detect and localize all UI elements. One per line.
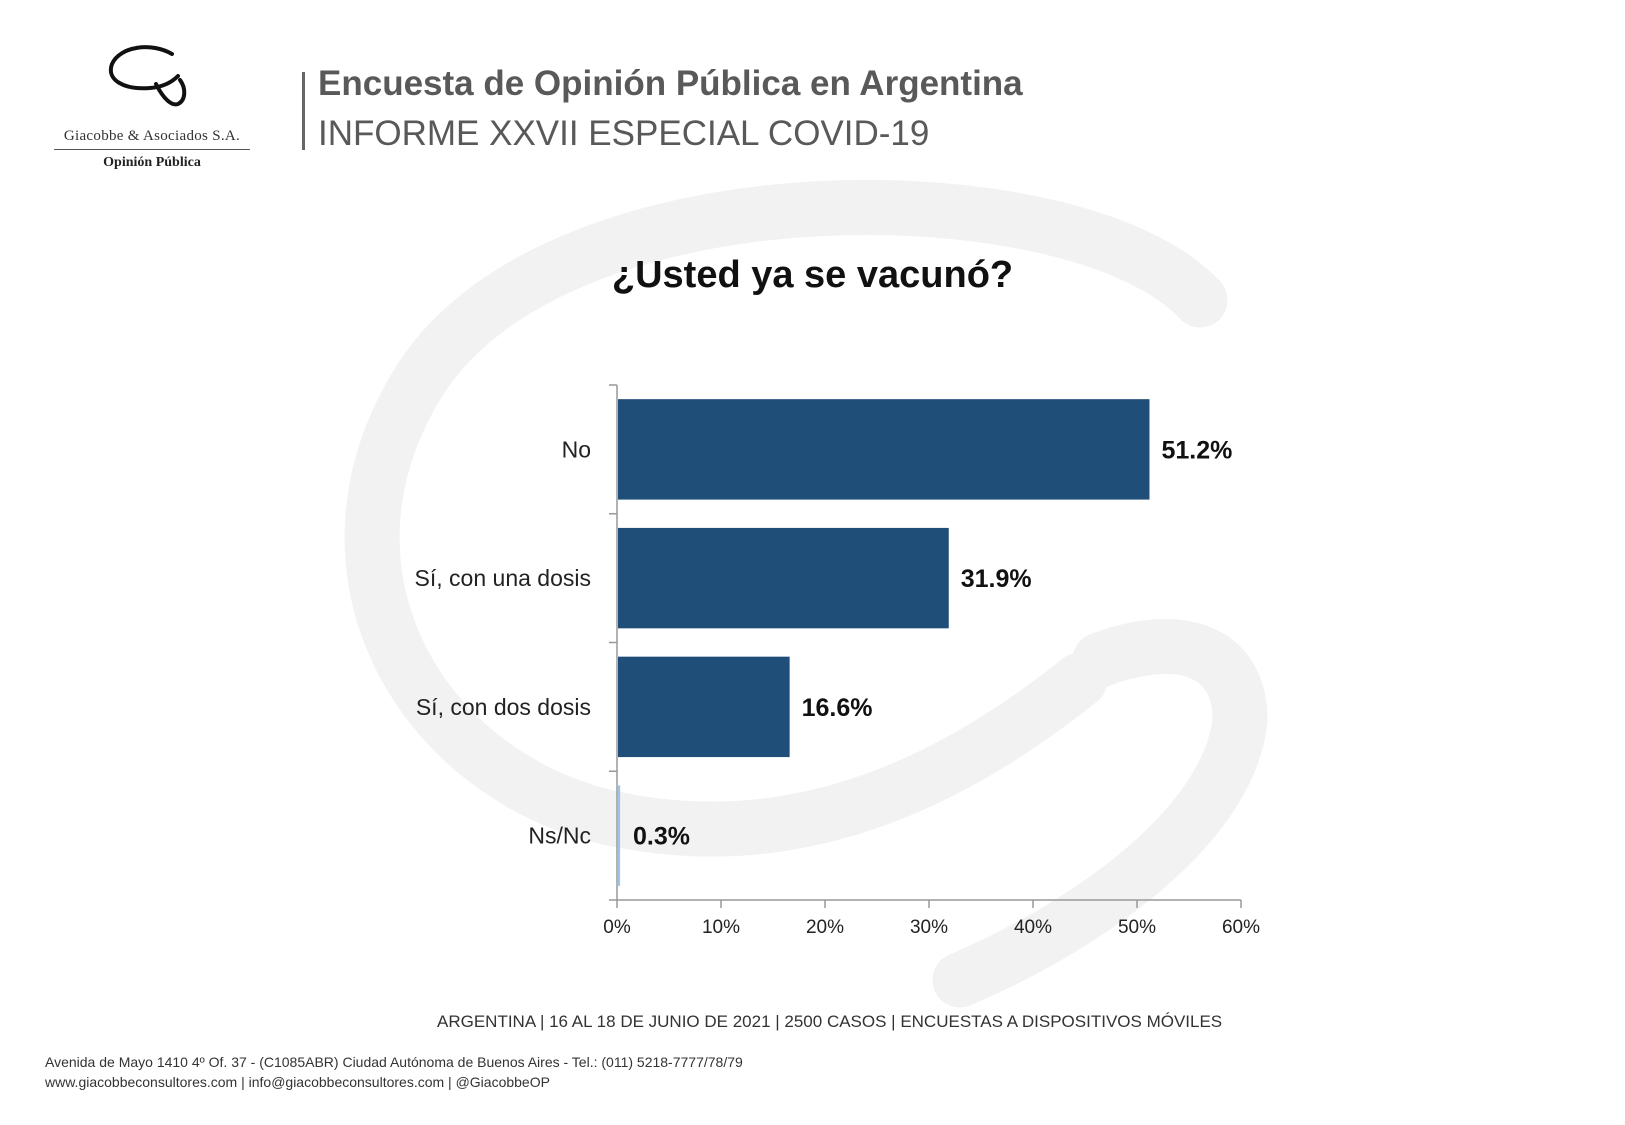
category-label: Sí, con una dosis [415,565,591,591]
x-tick-label: 40% [1014,917,1052,938]
logo-subtitle: Opinión Pública [103,155,201,170]
company-logo: Giacobbe & Asociados S.A. Opinión Públic… [52,40,252,180]
logo-mark-icon [108,45,187,107]
logo-divider [54,149,250,150]
data-label: 16.6% [802,694,873,722]
x-tick-label: 30% [910,917,948,938]
category-label: Ns/Nc [528,823,591,849]
chart-title: ¿Usted ya se vacunó? [611,254,1014,296]
address-line: Avenida de Mayo 1410 4º Of. 37 - (C1085A… [45,1054,743,1070]
category-label: No [562,436,591,462]
bar-1 [618,527,949,629]
bar-3 [618,785,621,886]
header-divider [302,72,305,150]
data-label: 0.3% [633,823,690,851]
category-label: Sí, con dos dosis [416,694,591,720]
logo-firm-name: Giacobbe & Asociados S.A. [63,128,241,144]
data-label: 51.2% [1161,436,1232,464]
data-label: 31.9% [961,565,1032,593]
x-tick-label: 0% [603,917,631,938]
x-tick-label: 10% [702,917,740,938]
bar-2 [618,656,790,758]
x-tick-label: 50% [1118,917,1156,938]
x-tick-label: 60% [1222,917,1260,938]
survey-info: ARGENTINA | 16 AL 18 DE JUNIO DE 2021 | … [437,1012,1223,1031]
page-title: Encuesta de Opinión Pública en Argentina [318,64,1023,103]
bar-0 [618,399,1150,500]
contact-line: www.giacobbeconsultores.com | info@giaco… [45,1074,550,1090]
x-tick-label: 20% [806,917,844,938]
contact-block: Avenida de Mayo 1410 4º Of. 37 - (C1085A… [45,1052,743,1092]
page-subtitle: INFORME XXVII ESPECIAL COVID-19 [318,114,930,153]
